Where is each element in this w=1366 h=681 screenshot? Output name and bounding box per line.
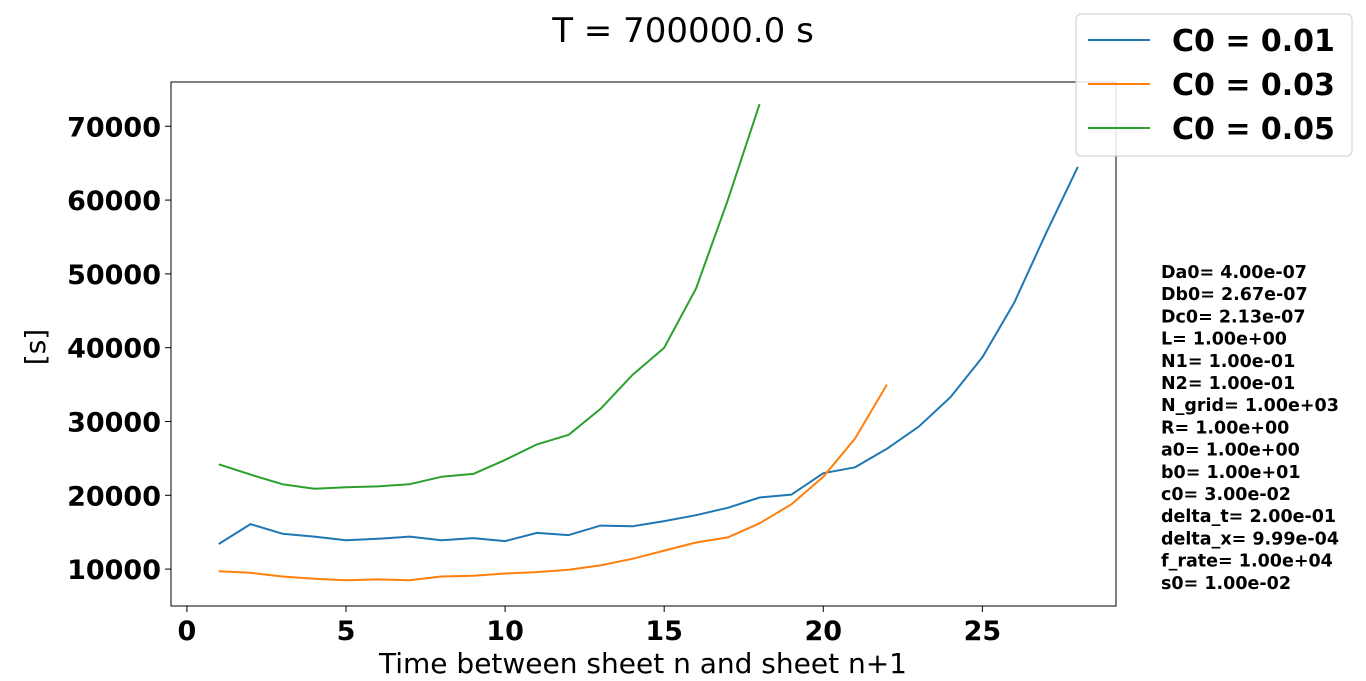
parameter-line: b0= 1.00e+01 <box>1161 463 1301 483</box>
parameter-line: Db0= 2.67e-07 <box>1161 285 1308 305</box>
parameter-line: s0= 1.00e-02 <box>1161 574 1291 594</box>
y-tick-label: 10000 <box>67 555 161 586</box>
plot-frame <box>170 81 1117 607</box>
y-tick-label: 30000 <box>67 407 161 438</box>
series-line-3 <box>218 103 761 490</box>
parameter-line: L= 1.00e+00 <box>1161 330 1287 350</box>
y-tick-label: 20000 <box>67 481 161 512</box>
x-axis: 0 5 10 15 20 25 <box>178 606 1002 647</box>
legend-box <box>1075 13 1353 157</box>
y-tick-label: 60000 <box>67 186 161 217</box>
legend-label: C0 = 0.01 <box>1172 24 1335 59</box>
parameter-line: N_grid= 1.00e+03 <box>1161 396 1339 416</box>
x-tick-label: 15 <box>645 616 683 647</box>
chart-title: T = 700000.0 s <box>551 11 814 51</box>
x-axis-label: Time between sheet n and sheet n+1 <box>378 647 907 680</box>
y-tick-label: 50000 <box>67 260 161 291</box>
parameter-line: delta_t= 2.00e-01 <box>1161 507 1336 527</box>
y-axis: 10000 20000 30000 40000 50000 60000 70000 <box>67 112 171 586</box>
series-line-2 <box>218 384 888 582</box>
legend-label: C0 = 0.03 <box>1172 68 1335 103</box>
y-tick-label: 70000 <box>67 112 161 143</box>
parameter-line: N2= 1.00e-01 <box>1161 374 1295 394</box>
parameter-line: c0= 3.00e-02 <box>1161 485 1291 505</box>
parameter-line: N1= 1.00e-01 <box>1161 352 1295 372</box>
series-line-1 <box>218 166 1079 545</box>
parameter-line: delta_x= 9.99e-04 <box>1161 529 1339 549</box>
parameter-line: Dc0= 2.13e-07 <box>1161 307 1306 327</box>
parameter-line: a0= 1.00e+00 <box>1161 441 1300 461</box>
parameter-line: Da0= 4.00e-07 <box>1161 263 1307 283</box>
legend-label: C0 = 0.05 <box>1172 112 1335 147</box>
x-tick-label: 20 <box>804 616 842 647</box>
x-tick-label: 10 <box>486 616 524 647</box>
y-axis-label: [s] <box>19 329 52 365</box>
series-layer <box>218 103 1079 582</box>
y-tick-label: 40000 <box>67 334 161 365</box>
x-tick-label: 25 <box>964 616 1002 647</box>
parameter-line: R= 1.00e+00 <box>1161 418 1289 438</box>
x-tick-label: 0 <box>178 616 197 647</box>
parameter-line: f_rate= 1.00e+04 <box>1161 552 1333 572</box>
legend: C0 = 0.01 C0 = 0.03 C0 = 0.05 <box>1075 13 1353 157</box>
x-tick-label: 5 <box>337 616 356 647</box>
